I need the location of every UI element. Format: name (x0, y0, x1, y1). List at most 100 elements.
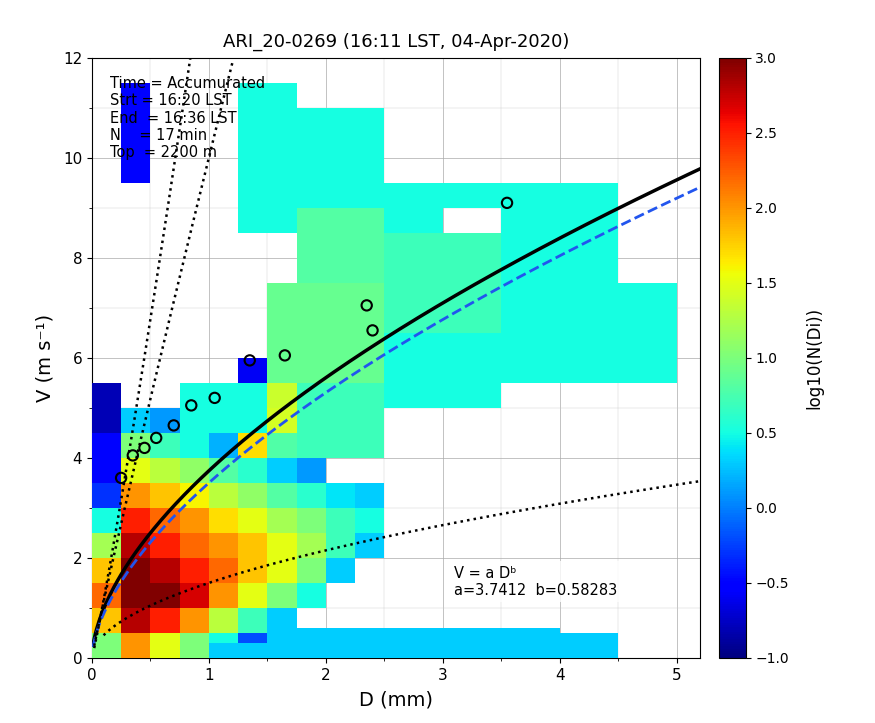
Bar (297, 358, 326, 383)
Bar (267, 483, 297, 508)
Point (114, 472, 128, 484)
Bar (326, 408, 355, 433)
Bar (297, 333, 326, 358)
Bar (326, 358, 355, 383)
Bar (209, 408, 238, 433)
Bar (209, 643, 267, 658)
Bar (121, 533, 150, 558)
Bar (179, 483, 209, 508)
Bar (355, 483, 384, 508)
Bar (267, 633, 326, 658)
Bar (501, 283, 676, 383)
Bar (179, 633, 209, 658)
Bar (150, 483, 179, 508)
Bar (238, 483, 267, 508)
Bar (179, 483, 209, 508)
Bar (179, 408, 209, 433)
Bar (355, 508, 384, 533)
Bar (209, 458, 238, 483)
Point (242, 354, 256, 366)
Title: ARI_20-0269 (16:11 LST, 04-Apr-2020): ARI_20-0269 (16:11 LST, 04-Apr-2020) (223, 33, 569, 51)
Bar (326, 508, 355, 533)
Bar (150, 458, 179, 483)
Bar (121, 633, 150, 658)
Bar (179, 508, 209, 533)
Bar (238, 433, 267, 458)
Bar (150, 608, 179, 633)
Text: V = a Dᵇ
a=3.7412  b=0.58283: V = a Dᵇ a=3.7412 b=0.58283 (454, 565, 617, 598)
Bar (267, 558, 297, 583)
Bar (297, 583, 326, 608)
Bar (179, 458, 209, 483)
Bar (238, 458, 267, 483)
Bar (92, 633, 121, 658)
Point (207, 392, 221, 403)
Bar (297, 483, 326, 508)
Bar (238, 358, 267, 383)
Point (360, 299, 374, 311)
Bar (179, 533, 209, 558)
Point (500, 197, 514, 209)
Bar (238, 183, 297, 233)
Point (137, 442, 151, 454)
Bar (384, 628, 560, 643)
Bar (267, 583, 297, 608)
Bar (150, 408, 179, 433)
Bar (267, 533, 297, 558)
Bar (150, 583, 179, 608)
Bar (150, 533, 179, 558)
Bar (267, 383, 297, 408)
Bar (209, 383, 238, 408)
Bar (326, 533, 355, 558)
Bar (150, 508, 179, 533)
Bar (209, 508, 238, 533)
Point (366, 325, 380, 336)
Bar (443, 633, 618, 658)
Bar (121, 483, 150, 508)
Bar (121, 608, 150, 633)
Bar (92, 383, 121, 433)
Point (150, 432, 164, 444)
Bar (121, 533, 150, 558)
Bar (238, 508, 267, 533)
Bar (209, 533, 238, 558)
Bar (238, 458, 267, 483)
Bar (92, 433, 121, 483)
Bar (150, 458, 179, 483)
Bar (326, 633, 443, 658)
Bar (179, 458, 209, 483)
Bar (326, 333, 355, 358)
Bar (92, 533, 121, 558)
Bar (209, 608, 238, 633)
Bar (267, 408, 297, 433)
Bar (238, 83, 297, 183)
Bar (150, 483, 179, 508)
Bar (209, 483, 238, 508)
Bar (121, 558, 150, 583)
Bar (92, 583, 121, 608)
Bar (355, 333, 384, 358)
Bar (209, 508, 238, 533)
X-axis label: D (mm): D (mm) (359, 691, 433, 710)
Bar (326, 383, 355, 408)
Bar (297, 558, 326, 583)
Bar (92, 558, 121, 583)
Bar (209, 558, 238, 583)
Point (185, 400, 199, 411)
Point (278, 350, 292, 362)
Bar (238, 608, 267, 633)
Bar (179, 533, 209, 558)
Bar (326, 483, 355, 508)
Bar (267, 283, 384, 383)
Bar (297, 383, 384, 458)
Bar (92, 558, 121, 583)
Bar (179, 433, 209, 458)
Bar (179, 508, 209, 533)
Bar (238, 558, 267, 583)
Bar (121, 483, 150, 508)
Bar (150, 558, 179, 583)
Bar (297, 433, 326, 458)
Bar (443, 183, 560, 208)
Bar (179, 433, 209, 458)
Bar (238, 408, 267, 433)
